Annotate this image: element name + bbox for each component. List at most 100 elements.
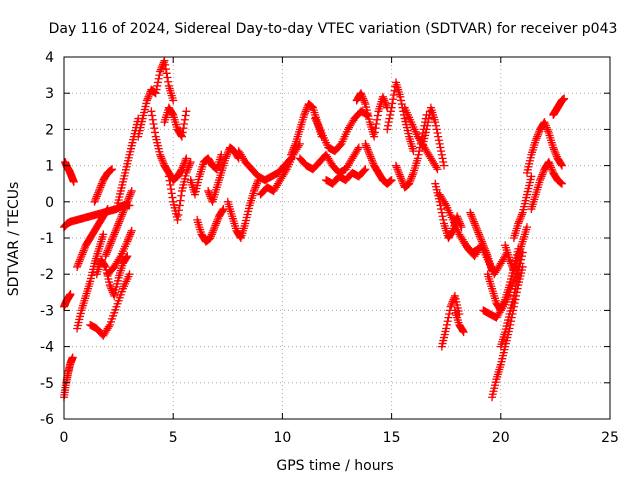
data-point (78, 248, 87, 257)
data-point (107, 237, 116, 246)
data-point (437, 208, 446, 217)
data-point (533, 130, 542, 139)
data-point (114, 219, 123, 228)
data-point (167, 185, 176, 194)
data-point (358, 92, 367, 101)
data-point (353, 145, 362, 154)
data-point (438, 212, 447, 221)
data-point (156, 150, 165, 159)
data-point (396, 92, 405, 101)
data-point (497, 304, 506, 313)
data-point (94, 188, 103, 197)
data-point (458, 326, 467, 335)
data-point (156, 67, 165, 76)
data-point (424, 114, 433, 123)
data-point (118, 210, 127, 219)
data-point (474, 230, 483, 239)
data-point (168, 109, 177, 118)
x-tick-label: 15 (383, 430, 401, 446)
data-point (80, 244, 89, 253)
data-point (109, 232, 118, 241)
data-point (169, 96, 178, 105)
data-point (437, 147, 446, 156)
data-point (367, 154, 376, 163)
data-point (365, 150, 374, 159)
data-point (424, 118, 432, 127)
data-point (509, 291, 518, 300)
data-point (532, 134, 541, 143)
data-point (108, 234, 117, 242)
y-tick-label: -6 (40, 412, 54, 428)
data-point (378, 92, 387, 101)
data-point (210, 223, 219, 232)
data-point (126, 228, 135, 237)
data-point (514, 219, 523, 228)
data-point (370, 128, 379, 137)
data-point (252, 181, 261, 190)
data-point (105, 243, 114, 252)
data-point (438, 154, 447, 163)
data-point (119, 206, 128, 215)
data-point (552, 150, 561, 159)
data-point (103, 246, 112, 255)
data-point (179, 124, 188, 133)
data-point (380, 96, 389, 105)
data-point (407, 174, 416, 183)
data-point (180, 119, 189, 128)
data-point (110, 230, 119, 239)
data-point (77, 252, 86, 261)
data-point (289, 145, 298, 154)
data-point (143, 94, 152, 103)
data-point (542, 123, 551, 132)
data-point (394, 168, 403, 177)
data-point (382, 101, 391, 110)
data-point (405, 177, 414, 186)
data-point (440, 161, 449, 170)
data-point (290, 143, 299, 152)
data-point (550, 147, 559, 156)
data-point (174, 211, 183, 220)
data-point (154, 74, 163, 83)
data-point (107, 284, 116, 293)
y-tick-label: 2 (45, 122, 54, 138)
data-point (469, 217, 478, 226)
data-point (394, 167, 403, 176)
data-point (164, 172, 173, 181)
data-point (108, 235, 117, 244)
data-point (144, 92, 153, 101)
data-point (159, 157, 168, 166)
data-point (531, 136, 540, 145)
data-point (113, 221, 122, 230)
data-point (477, 235, 486, 244)
data-point (142, 96, 151, 105)
data-point (151, 128, 159, 137)
data-point (117, 212, 126, 221)
data-point (433, 165, 442, 174)
axis-ticks: 0 5 10 15 20 25 -6 -5 -4 -3 -2 -1 0 1 2 3 4 (40, 50, 619, 446)
data-point (398, 177, 407, 186)
data-point (442, 320, 451, 329)
data-point (209, 224, 218, 233)
data-point (102, 250, 111, 259)
data-point (517, 212, 526, 221)
data-point (389, 95, 398, 104)
data-point (431, 118, 440, 127)
data-point (359, 96, 368, 105)
data-point (441, 199, 450, 208)
data-point (76, 255, 85, 264)
data-point (102, 248, 111, 257)
data-point (365, 148, 374, 157)
data-point (539, 168, 548, 177)
data-point (395, 170, 404, 179)
data-point (288, 147, 297, 156)
data-point (480, 244, 489, 253)
data-point (300, 110, 309, 119)
data-point (546, 161, 555, 170)
data-point (392, 163, 401, 172)
data-point (223, 148, 232, 157)
data-point (161, 60, 170, 69)
data-point (161, 65, 170, 74)
data-point (97, 179, 106, 188)
data-point (116, 215, 125, 224)
data-point (153, 81, 162, 90)
